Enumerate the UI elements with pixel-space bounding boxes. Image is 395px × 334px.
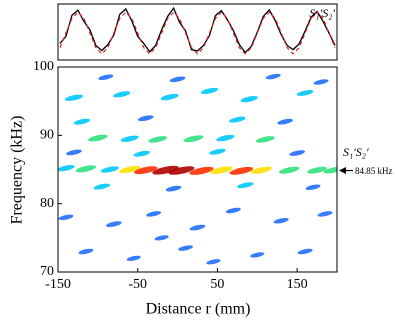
heat-blob <box>313 79 329 85</box>
heat-blob <box>168 166 195 175</box>
heat-blob <box>93 183 111 190</box>
heat-blob <box>78 248 94 255</box>
heat-blob <box>225 207 241 214</box>
heat-blob <box>237 182 254 189</box>
x-axis-title: Distance r (mm) <box>146 301 251 318</box>
heat-blob <box>133 150 150 157</box>
heat-blob <box>119 165 141 174</box>
data-line <box>59 11 336 55</box>
heat-blob <box>250 252 265 258</box>
heat-blob <box>200 87 219 94</box>
heat-blob <box>278 166 300 174</box>
heat-blob <box>75 165 97 173</box>
heat-blob <box>255 136 275 143</box>
heat-blob <box>137 115 154 122</box>
annotation-value: 84.85 kHz <box>355 166 393 176</box>
heat-blob <box>120 135 139 142</box>
heat-blob <box>297 248 313 255</box>
heat-blob <box>240 96 258 103</box>
annotation-arrowhead <box>339 167 346 175</box>
heat-blob <box>229 116 246 123</box>
heat-blob <box>126 255 141 261</box>
heat-blob <box>189 166 214 175</box>
heat-blob <box>64 94 83 101</box>
heat-blob <box>98 74 114 80</box>
heat-blob <box>216 134 235 142</box>
heat-blob <box>307 166 327 174</box>
heat-blob <box>178 245 193 251</box>
heat-blob <box>296 90 314 96</box>
heat-blob <box>58 165 75 172</box>
heat-blob <box>154 235 169 241</box>
heat-blob <box>273 218 289 224</box>
x-tick-label: -150 <box>45 277 71 292</box>
y-axis-title: Frequency (kHz) <box>9 116 26 225</box>
heat-blob <box>73 118 91 125</box>
heat-blob <box>183 135 204 143</box>
plot-area <box>58 73 337 265</box>
heat-blob <box>210 166 233 175</box>
heat-blob <box>113 91 131 98</box>
y-tick-label: 70 <box>40 264 54 279</box>
heat-blob <box>148 136 168 143</box>
y-tick-label: 80 <box>40 196 54 211</box>
heat-blob <box>58 214 74 221</box>
y-tick-label: 100 <box>33 59 54 74</box>
heat-blob <box>289 150 305 156</box>
heat-blob <box>189 224 206 231</box>
heat-blob <box>66 149 82 156</box>
heat-blob <box>277 118 294 125</box>
panel-frame <box>57 3 338 61</box>
data-line <box>59 6 336 54</box>
heat-blob <box>209 148 226 155</box>
heat-blob <box>88 134 108 142</box>
annotation-label: S₁′S₂′ <box>343 145 369 159</box>
heat-blob <box>100 166 119 173</box>
x-tick-label: 50 <box>210 277 224 292</box>
heat-blob <box>169 76 186 83</box>
heat-blob <box>105 221 122 228</box>
heat-blob <box>133 166 158 175</box>
heat-blob <box>160 93 179 101</box>
heat-blob <box>265 73 281 80</box>
heat-blob <box>165 185 182 192</box>
heat-blob <box>323 166 337 174</box>
heat-blob <box>305 184 321 191</box>
heat-blob <box>250 166 272 174</box>
x-tick-label: 150 <box>287 277 308 292</box>
heat-blob <box>146 211 162 217</box>
panel-frame <box>57 66 338 273</box>
heat-blob <box>317 211 333 217</box>
heat-blob <box>206 259 221 265</box>
heat-blob <box>152 165 179 175</box>
x-tick-label: -50 <box>128 277 147 292</box>
plot-area <box>59 6 336 55</box>
heat-blob <box>229 166 254 175</box>
y-tick-label: 90 <box>40 128 54 143</box>
top-label: S₁′S₂′ <box>309 6 335 20</box>
